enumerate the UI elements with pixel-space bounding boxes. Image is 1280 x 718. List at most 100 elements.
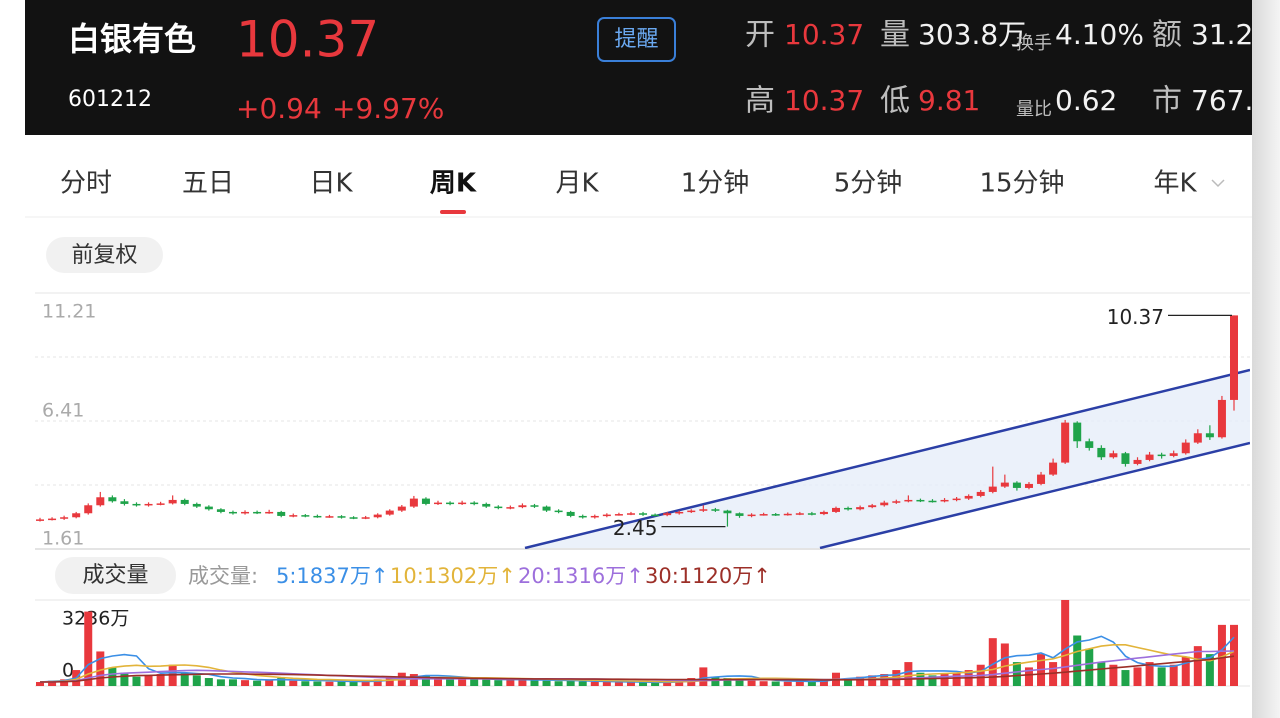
period-tab[interactable]: 周K xyxy=(430,169,477,199)
period-tab[interactable]: 分时 xyxy=(60,169,112,199)
alert-button[interactable]: 提醒 xyxy=(597,17,676,62)
period-tab[interactable]: 五日 xyxy=(182,169,234,199)
adjust-button-label[interactable]: 前复权 xyxy=(71,243,137,268)
extreme-label: 10.37 xyxy=(1107,305,1164,329)
candle-body xyxy=(626,513,635,515)
candle-body xyxy=(60,517,69,519)
candle-body xyxy=(783,513,792,516)
price-chart: 11.21 6.41 1.61 10.37 2.45 xyxy=(35,292,1250,550)
volume-bar xyxy=(928,675,937,686)
alert-button-frame[interactable] xyxy=(597,17,676,62)
volume-bar xyxy=(192,675,201,686)
volume-bar xyxy=(434,678,442,686)
volume-legend-item: 10:1302万↑ xyxy=(390,564,516,588)
candle-body xyxy=(96,497,105,506)
volume-chart: 3236万 0 xyxy=(35,599,1250,687)
stat-value: 31.26 xyxy=(1191,18,1271,51)
volume-title-button[interactable]: 成交量 xyxy=(55,557,176,594)
candle-body xyxy=(84,505,93,514)
volume-bar xyxy=(241,680,250,686)
volume-bar xyxy=(96,651,105,686)
alert-button-label[interactable]: 提醒 xyxy=(614,27,658,52)
candle-body xyxy=(1097,447,1106,458)
volume-bar xyxy=(844,678,853,686)
volume-bar xyxy=(856,676,865,686)
stock-code: 601212 xyxy=(68,87,152,112)
volume-title[interactable]: 成交量 xyxy=(82,563,148,588)
candle-body xyxy=(1133,459,1142,464)
volume-bar xyxy=(1205,654,1214,686)
period-tab[interactable]: 5分钟 xyxy=(834,169,903,199)
candle-body xyxy=(530,505,539,507)
candle-body xyxy=(904,499,913,502)
candle-body xyxy=(1205,433,1214,438)
candle-body xyxy=(566,511,575,516)
volume-bar xyxy=(518,679,527,686)
volume-bar xyxy=(530,680,539,686)
candle-body xyxy=(204,506,213,510)
adjust-button[interactable]: 前复权 xyxy=(46,237,163,273)
volume-bar xyxy=(1217,624,1226,686)
volume-bar xyxy=(566,680,575,686)
candle-body xyxy=(253,511,262,514)
volume-title-bg[interactable] xyxy=(55,557,176,594)
candle-body xyxy=(494,506,503,509)
period-tab[interactable]: 月K xyxy=(555,169,599,199)
candle-body xyxy=(928,500,937,503)
y-tick-label: 1.61 xyxy=(42,528,84,550)
candle-body xyxy=(301,515,310,517)
candle-body xyxy=(1073,422,1082,442)
volume-bar xyxy=(711,676,720,686)
candle-body xyxy=(819,511,828,515)
volume-bar xyxy=(952,672,961,686)
candle-body xyxy=(795,513,804,515)
volume-bar xyxy=(1097,662,1106,686)
period-tab[interactable]: 15分钟 xyxy=(979,169,1064,199)
volume-bar xyxy=(868,675,877,686)
candle-body xyxy=(385,510,394,515)
candle-body xyxy=(108,497,117,502)
candle-body xyxy=(1145,454,1154,460)
volume-bar xyxy=(1133,667,1142,686)
adjust-button-bg[interactable] xyxy=(46,237,163,273)
period-tab[interactable]: 日K xyxy=(309,169,353,199)
volume-bar xyxy=(1109,664,1118,686)
stat-label: 市 xyxy=(1152,84,1182,119)
candle-body xyxy=(723,510,732,514)
candle-body xyxy=(216,509,225,512)
period-tab[interactable]: 1分钟 xyxy=(681,169,750,199)
volume-bar xyxy=(663,681,672,686)
volume-legend-item: 20:1316万↑ xyxy=(518,564,644,588)
candle-body xyxy=(735,513,744,516)
volume-bar xyxy=(301,681,310,686)
candle-body xyxy=(458,502,467,505)
candle-body xyxy=(639,513,648,515)
candle-body xyxy=(289,515,298,517)
volume-bar xyxy=(313,681,322,686)
volume-bar xyxy=(1012,662,1021,686)
volume-bar xyxy=(48,680,57,686)
candle-body xyxy=(1012,482,1021,488)
volume-bar xyxy=(1073,635,1082,686)
volume-bar xyxy=(1000,643,1009,686)
candle-body xyxy=(144,503,153,506)
period-tab[interactable]: 年K xyxy=(1153,169,1197,199)
candle-body xyxy=(880,502,889,506)
channel-lower xyxy=(819,441,1250,549)
candle-body xyxy=(277,511,286,516)
extreme-label: 2.45 xyxy=(613,516,658,540)
stat-label: 换手 xyxy=(1016,33,1052,54)
candle-body xyxy=(759,514,768,516)
volume-legend: 5:1837万↑ 10:1302万↑ 20:1316万↑ 30:1120万↑ xyxy=(276,564,771,588)
candle-body xyxy=(1061,422,1070,463)
volume-label: 成交量: xyxy=(188,564,258,588)
candle-body xyxy=(916,499,925,502)
volume-bar xyxy=(373,679,382,686)
volume-bar xyxy=(216,679,225,686)
volume-bar xyxy=(349,681,358,686)
stat-value: 10.37 xyxy=(784,84,864,117)
candle-body xyxy=(1181,442,1190,454)
volume-legend-item: 5:1837万↑ xyxy=(276,564,388,588)
volume-tick-label: 3236万 xyxy=(62,608,129,630)
